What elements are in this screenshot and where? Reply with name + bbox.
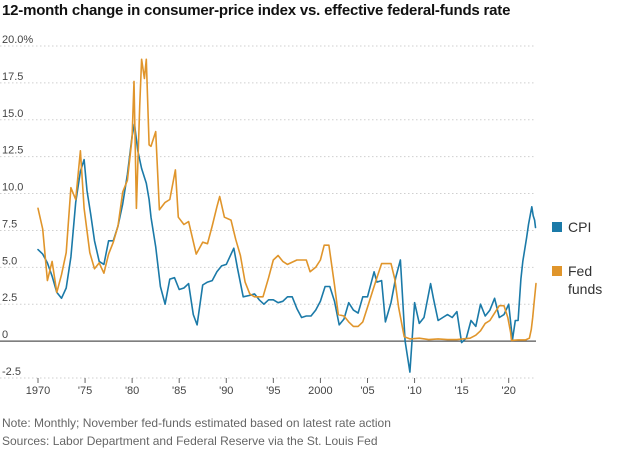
x-tick-label: '80	[125, 385, 139, 397]
y-tick-label: 7.5	[2, 218, 17, 230]
x-tick-label: '90	[219, 385, 233, 397]
x-tick-label: '95	[266, 385, 280, 397]
legend: CPI Fed funds	[552, 219, 602, 297]
series-lines	[37, 58, 537, 373]
chart-note: Note: Monthly; November fed-funds estima…	[2, 416, 391, 430]
x-tick-label: 1970	[26, 385, 50, 397]
y-tick-label: 17.5	[2, 71, 23, 83]
axes: 20.0% 17.5 15.0 12.5 10.0 7.5 5.0 2.5 0 -2.5 1970 '…	[2, 34, 516, 397]
x-tick-label: '20	[502, 385, 516, 397]
y-tick-label: 2.5	[2, 292, 17, 304]
y-tick-label: 15.0	[2, 108, 23, 120]
x-tick-label: '75	[78, 385, 92, 397]
x-tick-label: '15	[454, 385, 468, 397]
y-tick-label: 0	[2, 329, 8, 341]
y-tick-label: -2.5	[2, 366, 21, 378]
y-tick-label: 10.0	[2, 182, 23, 194]
y-tick-label: 20.0%	[2, 34, 33, 46]
chart-sources: Sources: Labor Department and Federal Re…	[2, 434, 378, 448]
x-tick-label: '10	[407, 385, 421, 397]
legend-swatch-cpi	[552, 222, 562, 232]
x-tick-label: '85	[172, 385, 186, 397]
grid-lines	[0, 45, 536, 379]
x-tick-label: '05	[360, 385, 374, 397]
x-tick-label: 2000	[308, 385, 332, 397]
fed-funds-line	[37, 58, 537, 342]
legend-swatch-fed-funds	[552, 266, 562, 276]
chart-title: 12-month change in consumer-price index …	[2, 2, 511, 19]
cpi-line	[37, 123, 537, 373]
y-tick-label: 5.0	[2, 255, 17, 267]
legend-label-cpi: CPI	[568, 219, 591, 235]
legend-label-fed-funds: Fed funds	[568, 263, 602, 297]
y-tick-label: 12.5	[2, 145, 23, 157]
